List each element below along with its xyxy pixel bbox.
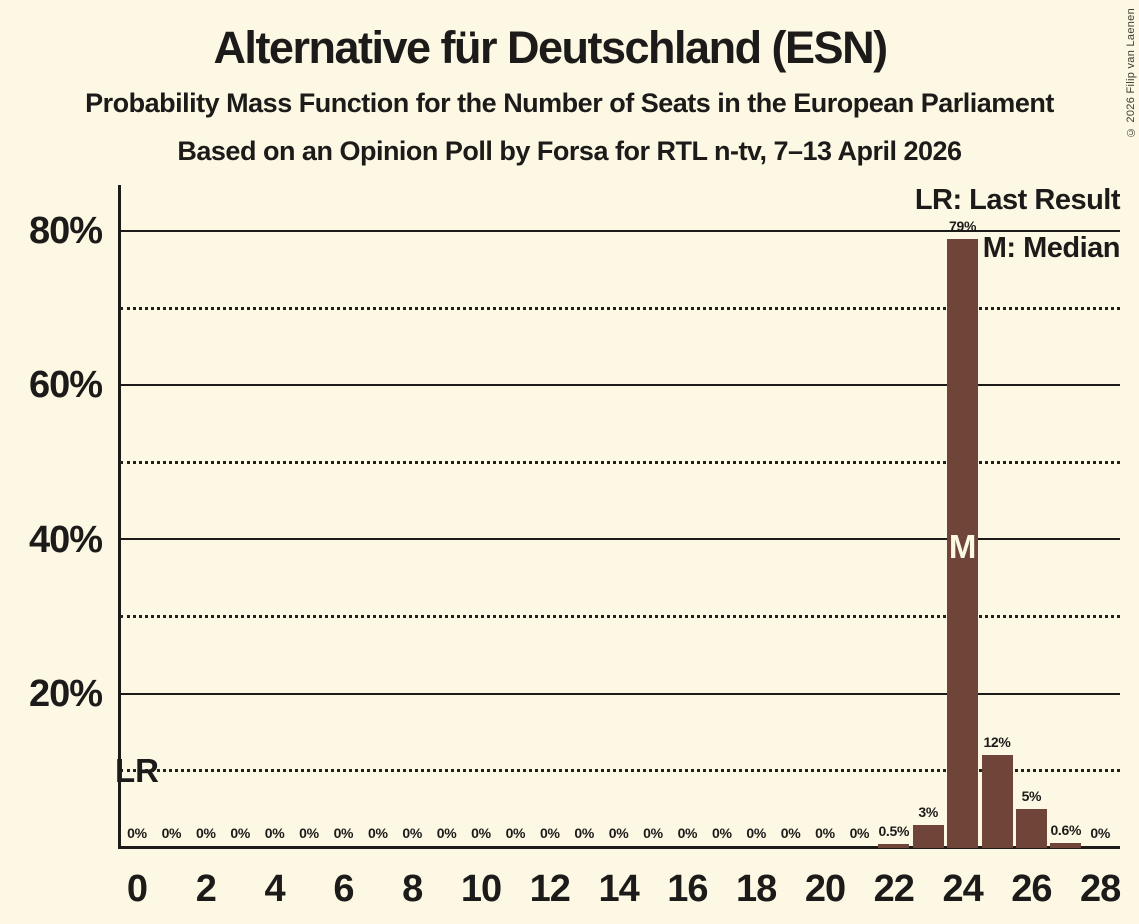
bar-value-label-seat-20: 0% [815,825,835,841]
x-axis-tick-label-22: 22 [873,868,915,910]
copyright-notice: © 2026 Filip van Laenen [1125,8,1137,139]
bar-value-label-seat-3: 0% [230,825,250,841]
gridline-dotted-70 [120,306,1120,310]
x-axis-tick-label-6: 6 [333,868,354,910]
x-axis-tick-label-26: 26 [1011,868,1052,910]
bar-value-label-seat-9: 0% [436,825,457,841]
bar-seat-24 [947,238,979,848]
chart-source-line: Based on an Opinion Poll by Forsa for RT… [177,136,962,166]
x-axis-line [118,846,1120,849]
x-axis-tick-label-18: 18 [736,868,777,910]
bar-value-label-seat-7: 0% [367,825,388,841]
bar-value-label-seat-28: 0% [1090,825,1110,841]
bar-value-label-seat-15: 0% [643,825,663,841]
legend-last-result: LR: Last Result [914,184,1121,216]
x-axis-tick-label-14: 14 [598,868,639,910]
bar-value-label-seat-5: 0% [299,825,319,841]
bar-value-label-seat-22: 0.5% [878,823,910,840]
gridline-solid-40 [120,538,1120,541]
legend-median: M: Median [982,232,1121,264]
median-marker: M [948,527,977,565]
bar-seat-26 [1015,809,1047,848]
bar-value-label-seat-24: 79% [949,217,977,234]
x-axis-tick-label-10: 10 [460,868,502,910]
gridline-dotted-30 [120,615,1120,619]
bar-value-label-seat-0: 0% [127,825,147,841]
bar-value-label-seat-10: 0% [471,825,491,841]
bar-seat-23 [912,824,944,848]
bar-value-label-seat-21: 0% [849,825,870,841]
bar-value-label-seat-13: 0% [574,825,594,841]
y-axis-tick-label: 60% [28,364,103,407]
gridline-solid-60 [120,384,1120,386]
chart-title: Alternative für Deutschland (ESN) [213,22,888,73]
bar-value-label-seat-17: 0% [711,825,732,841]
gridline-dotted-50 [120,460,1120,464]
bar-value-label-seat-4: 0% [264,825,285,841]
y-axis-line [118,185,121,849]
bar-seat-22 [878,844,910,848]
bar-seat-25 [981,755,1013,848]
x-axis-tick-label-8: 8 [402,868,423,910]
gridline-solid-80 [120,229,1120,232]
bar-value-label-seat-6: 0% [333,825,354,841]
gridline-solid-20 [120,692,1120,695]
x-axis-tick-label-12: 12 [529,868,571,910]
bar-value-label-seat-25: 12% [983,734,1011,751]
x-axis-tick-label-2: 2 [195,868,217,910]
y-axis-tick-label: 20% [28,672,103,715]
last-result-marker: LR [115,751,159,789]
bar-value-label-seat-14: 0% [608,825,629,841]
bar-value-label-seat-12: 0% [539,825,560,841]
gridline-dotted-10 [120,769,1120,773]
y-axis-tick-label: 80% [28,210,103,252]
chart-subtitle: Probability Mass Function for the Number… [85,88,1054,118]
bar-value-label-seat-1: 0% [161,825,182,841]
bar-value-label-seat-27: 0.6% [1050,822,1082,839]
bar-value-label-seat-8: 0% [402,825,422,841]
y-axis-tick-label: 40% [28,518,103,561]
bar-seat-27 [1050,843,1082,848]
x-axis-tick-label-4: 4 [264,868,286,910]
bar-value-label-seat-2: 0% [195,825,216,841]
bar-value-label-seat-26: 5% [1021,788,1042,805]
bar-value-label-seat-23: 3% [918,803,938,820]
x-axis-tick-label-16: 16 [667,868,708,910]
x-axis-tick-label-28: 28 [1080,868,1121,910]
x-axis-tick-label-24: 24 [942,868,983,910]
bar-value-label-seat-16: 0% [677,825,698,841]
bar-value-label-seat-11: 0% [505,825,526,841]
x-axis-tick-label-20: 20 [804,868,846,910]
x-axis-tick-label-0: 0 [126,868,148,910]
bar-value-label-seat-18: 0% [746,825,766,841]
bar-value-label-seat-19: 0% [780,825,801,841]
